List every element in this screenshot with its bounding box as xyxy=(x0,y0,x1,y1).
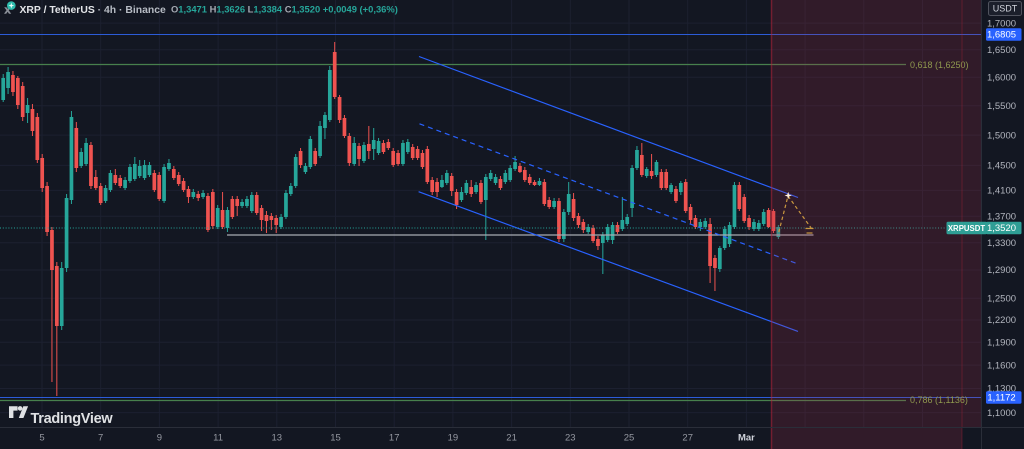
svg-text:23: 23 xyxy=(565,433,576,444)
svg-text:USDT: USDT xyxy=(993,4,1018,14)
svg-text:11: 11 xyxy=(213,433,223,444)
svg-text:1,3520: 1,3520 xyxy=(987,223,1016,234)
svg-text:25: 25 xyxy=(624,433,635,444)
svg-text:19: 19 xyxy=(448,433,459,444)
svg-text:1,5000: 1,5000 xyxy=(987,130,1016,141)
svg-text:XRP / TetherUS · 4h · Binance: XRP / TetherUS · 4h · Binance xyxy=(20,5,167,16)
svg-text:1,1172: 1,1172 xyxy=(987,393,1015,404)
svg-text:17: 17 xyxy=(389,433,400,444)
svg-text:13: 13 xyxy=(272,433,283,444)
svg-text:27: 27 xyxy=(682,433,693,444)
svg-text:1,1900: 1,1900 xyxy=(987,337,1016,348)
svg-text:9: 9 xyxy=(157,433,162,444)
svg-text:1,5500: 1,5500 xyxy=(987,101,1016,112)
svg-text:7: 7 xyxy=(98,433,103,444)
svg-text:1,4100: 1,4100 xyxy=(987,186,1016,197)
svg-text:1,6000: 1,6000 xyxy=(987,73,1016,84)
svg-text:XRPUSDT: XRPUSDT xyxy=(948,224,985,233)
svg-text:1,7000: 1,7000 xyxy=(987,18,1016,29)
svg-text:1,2500: 1,2500 xyxy=(987,293,1016,304)
svg-text:15: 15 xyxy=(330,433,341,444)
svg-text:1,1600: 1,1600 xyxy=(987,360,1016,371)
svg-text:5: 5 xyxy=(39,433,44,444)
svg-text:0,618 (1,6250): 0,618 (1,6250) xyxy=(910,60,969,70)
svg-text:1,6500: 1,6500 xyxy=(987,45,1016,56)
svg-text:1,4500: 1,4500 xyxy=(987,161,1016,172)
svg-text:1,6805: 1,6805 xyxy=(987,30,1016,41)
svg-text:1,2900: 1,2900 xyxy=(987,265,1016,276)
svg-text:1,1300: 1,1300 xyxy=(987,384,1016,395)
svg-text:1,2200: 1,2200 xyxy=(987,315,1016,326)
svg-text:0,786 (1,1136): 0,786 (1,1136) xyxy=(910,395,968,405)
svg-text:21: 21 xyxy=(506,433,517,444)
svg-text:1,1000: 1,1000 xyxy=(987,408,1016,419)
svg-text:TradingView: TradingView xyxy=(31,411,114,427)
svg-text:O1,3471 H1,3626 L1,3384 C1,352: O1,3471 H1,3626 L1,3384 C1,3520 +0,0049 … xyxy=(171,3,398,14)
svg-text:1,3700: 1,3700 xyxy=(987,211,1016,222)
svg-text:1,3300: 1,3300 xyxy=(987,238,1016,249)
svg-text:Mar: Mar xyxy=(738,433,755,444)
